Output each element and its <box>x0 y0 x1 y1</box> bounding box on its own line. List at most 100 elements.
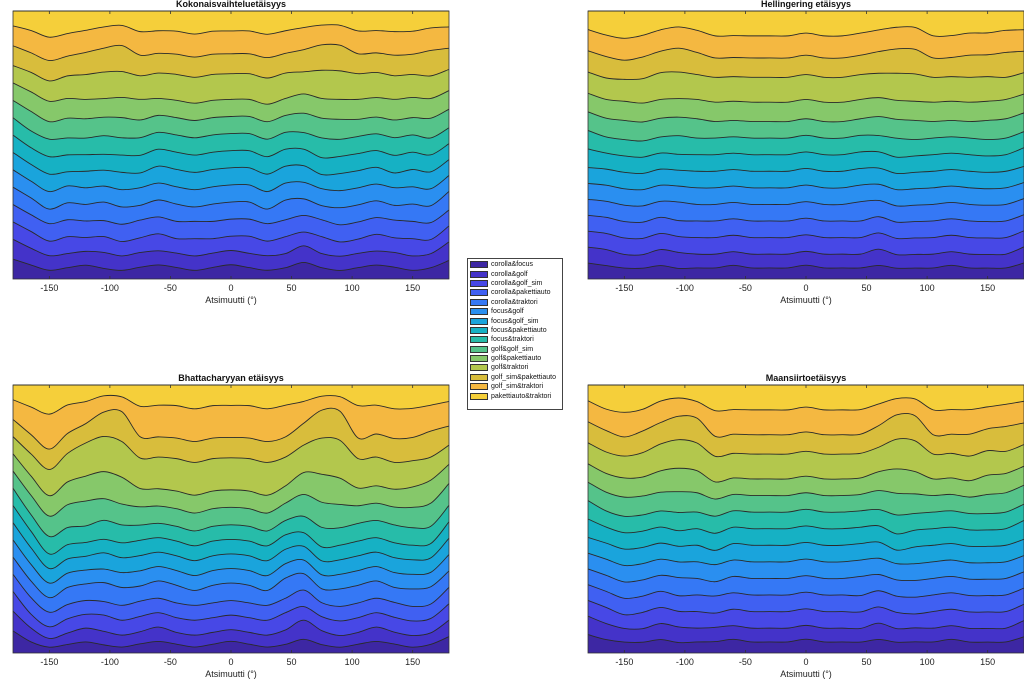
x-tick-label: 0 <box>228 657 233 667</box>
legend-label: focus&traktori <box>491 336 534 344</box>
x-tick-label: 50 <box>287 657 297 667</box>
series-boundary-line <box>587 47 1024 61</box>
x-tick-label: 100 <box>345 657 360 667</box>
series-boundary-line <box>12 134 450 159</box>
chart-panel-1: -150 -100 -50 0 50 100 150 Atsimuutti (°) Kokona… <box>12 0 450 305</box>
series-boundary-line <box>587 397 1024 413</box>
series-boundary-line <box>587 552 1024 567</box>
x-tick-label: -50 <box>164 283 177 293</box>
x-tick-label: -50 <box>739 283 752 293</box>
x-tick-label: 0 <box>803 657 808 667</box>
x-tick-label: -100 <box>676 657 694 667</box>
series-boundary-line <box>12 407 450 450</box>
series-boundary-line <box>12 453 450 497</box>
legend-swatch <box>470 364 488 372</box>
series-boundary-line <box>587 536 1024 551</box>
x-tick-label: -50 <box>164 657 177 667</box>
series-boundary-line <box>12 610 450 639</box>
series-boundary-line <box>12 186 450 210</box>
legend-entry: corolla&focus <box>470 260 560 269</box>
area-band-corolla&focus <box>13 259 449 279</box>
series-boundary-line <box>587 214 1024 223</box>
series-boundary-line <box>587 481 1024 500</box>
legend-entry: corolla&traktori <box>470 298 560 307</box>
legend-swatch <box>470 298 488 306</box>
series-boundary-line <box>587 111 1024 123</box>
series-boundary-line <box>587 71 1024 80</box>
series-boundary-line <box>12 556 450 599</box>
legend-swatch <box>470 279 488 287</box>
x-tick-label: -100 <box>676 283 694 293</box>
legend-label: corolla&golf <box>491 270 528 278</box>
chart-title: Kokonaisvaihteluetäisyys <box>176 0 286 9</box>
legend-label: golf&golf_sim <box>491 345 534 353</box>
x-tick-label: 100 <box>920 657 935 667</box>
x-axis-label: Atsimuutti (°) <box>205 295 257 305</box>
x-tick-label: -100 <box>101 657 119 667</box>
chart-title: Maansiirtoetäisyys <box>766 373 847 383</box>
legend-swatch <box>470 383 488 391</box>
legend: corolla&focus corolla&golf corolla&golf_si… <box>467 258 563 410</box>
series-boundary-line <box>12 169 450 193</box>
series-boundary-line <box>12 258 450 271</box>
x-tick-label: 0 <box>803 283 808 293</box>
legend-label: corolla&golf_sim <box>491 279 543 287</box>
chart-title: Bhattacharyyan etäisyys <box>178 373 284 383</box>
series-boundary-line <box>587 182 1024 191</box>
series-boundary-line <box>587 500 1024 517</box>
chart-panel-3: -150 -100 -50 0 50 100 150 Atsimuutti (°) Bhatta… <box>12 373 450 679</box>
series-boundary-line <box>587 198 1024 207</box>
x-tick-label: -150 <box>615 283 633 293</box>
series-boundary-line <box>587 438 1024 458</box>
series-boundary-line <box>12 470 450 517</box>
legend-label: focus&golf <box>491 308 524 316</box>
legend-entry: pakettiauto&traktori <box>470 391 560 400</box>
series-boundary-line <box>587 262 1024 269</box>
series-boundary-line <box>12 522 450 570</box>
series-boundary-line <box>587 600 1024 616</box>
series-boundary-line <box>12 204 450 226</box>
series-boundary-line <box>12 99 450 123</box>
x-tick-label: -150 <box>40 283 58 293</box>
area-band-corolla&focus <box>588 634 1024 653</box>
series-boundary-line <box>12 435 450 470</box>
legend-label: pakettiauto&traktori <box>491 392 552 400</box>
legend-entry: golf&traktori <box>470 363 560 372</box>
series-boundary-line <box>587 166 1024 175</box>
legend-swatch <box>470 345 488 353</box>
legend-swatch <box>470 261 488 269</box>
series-boundary-line <box>12 152 450 176</box>
series-boundary-line <box>587 92 1024 104</box>
legend-label: corolla&traktori <box>491 298 538 306</box>
series-boundary-line <box>12 82 450 105</box>
area-band-corolla&focus <box>588 262 1024 279</box>
legend-entry: corolla&golf <box>470 269 560 278</box>
x-tick-label: -50 <box>739 657 752 667</box>
legend-entry: golf_sim&traktori <box>470 382 560 391</box>
x-tick-label: -150 <box>615 657 633 667</box>
x-tick-label: 50 <box>862 283 872 293</box>
legend-entry: corolla&golf_sim <box>470 279 560 288</box>
x-axis-label: Atsimuutti (°) <box>205 669 257 679</box>
x-tick-label: 150 <box>405 283 420 293</box>
area-band-corolla&golf <box>13 611 449 653</box>
legend-entry: corolla&pakettiauto <box>470 288 560 297</box>
series-boundary-line <box>12 43 450 61</box>
series-boundary-line <box>587 634 1024 644</box>
series-boundary-line <box>587 147 1024 158</box>
legend-entry: golf&golf_sim <box>470 345 560 354</box>
legend-entry: golf&pakettiauto <box>470 354 560 363</box>
legend-swatch <box>470 270 488 278</box>
series-boundary-line <box>587 584 1024 599</box>
series-boundary-line <box>12 574 450 613</box>
series-boundary-line <box>587 230 1024 240</box>
x-tick-label: 50 <box>862 657 872 667</box>
series-boundary-line <box>12 238 450 257</box>
series-boundary-line <box>12 630 450 648</box>
legend-swatch <box>470 317 488 325</box>
x-tick-label: 150 <box>980 657 995 667</box>
legend-label: focus&pakettiauto <box>491 326 547 334</box>
legend-swatch <box>470 336 488 344</box>
legend-swatch <box>470 289 488 297</box>
